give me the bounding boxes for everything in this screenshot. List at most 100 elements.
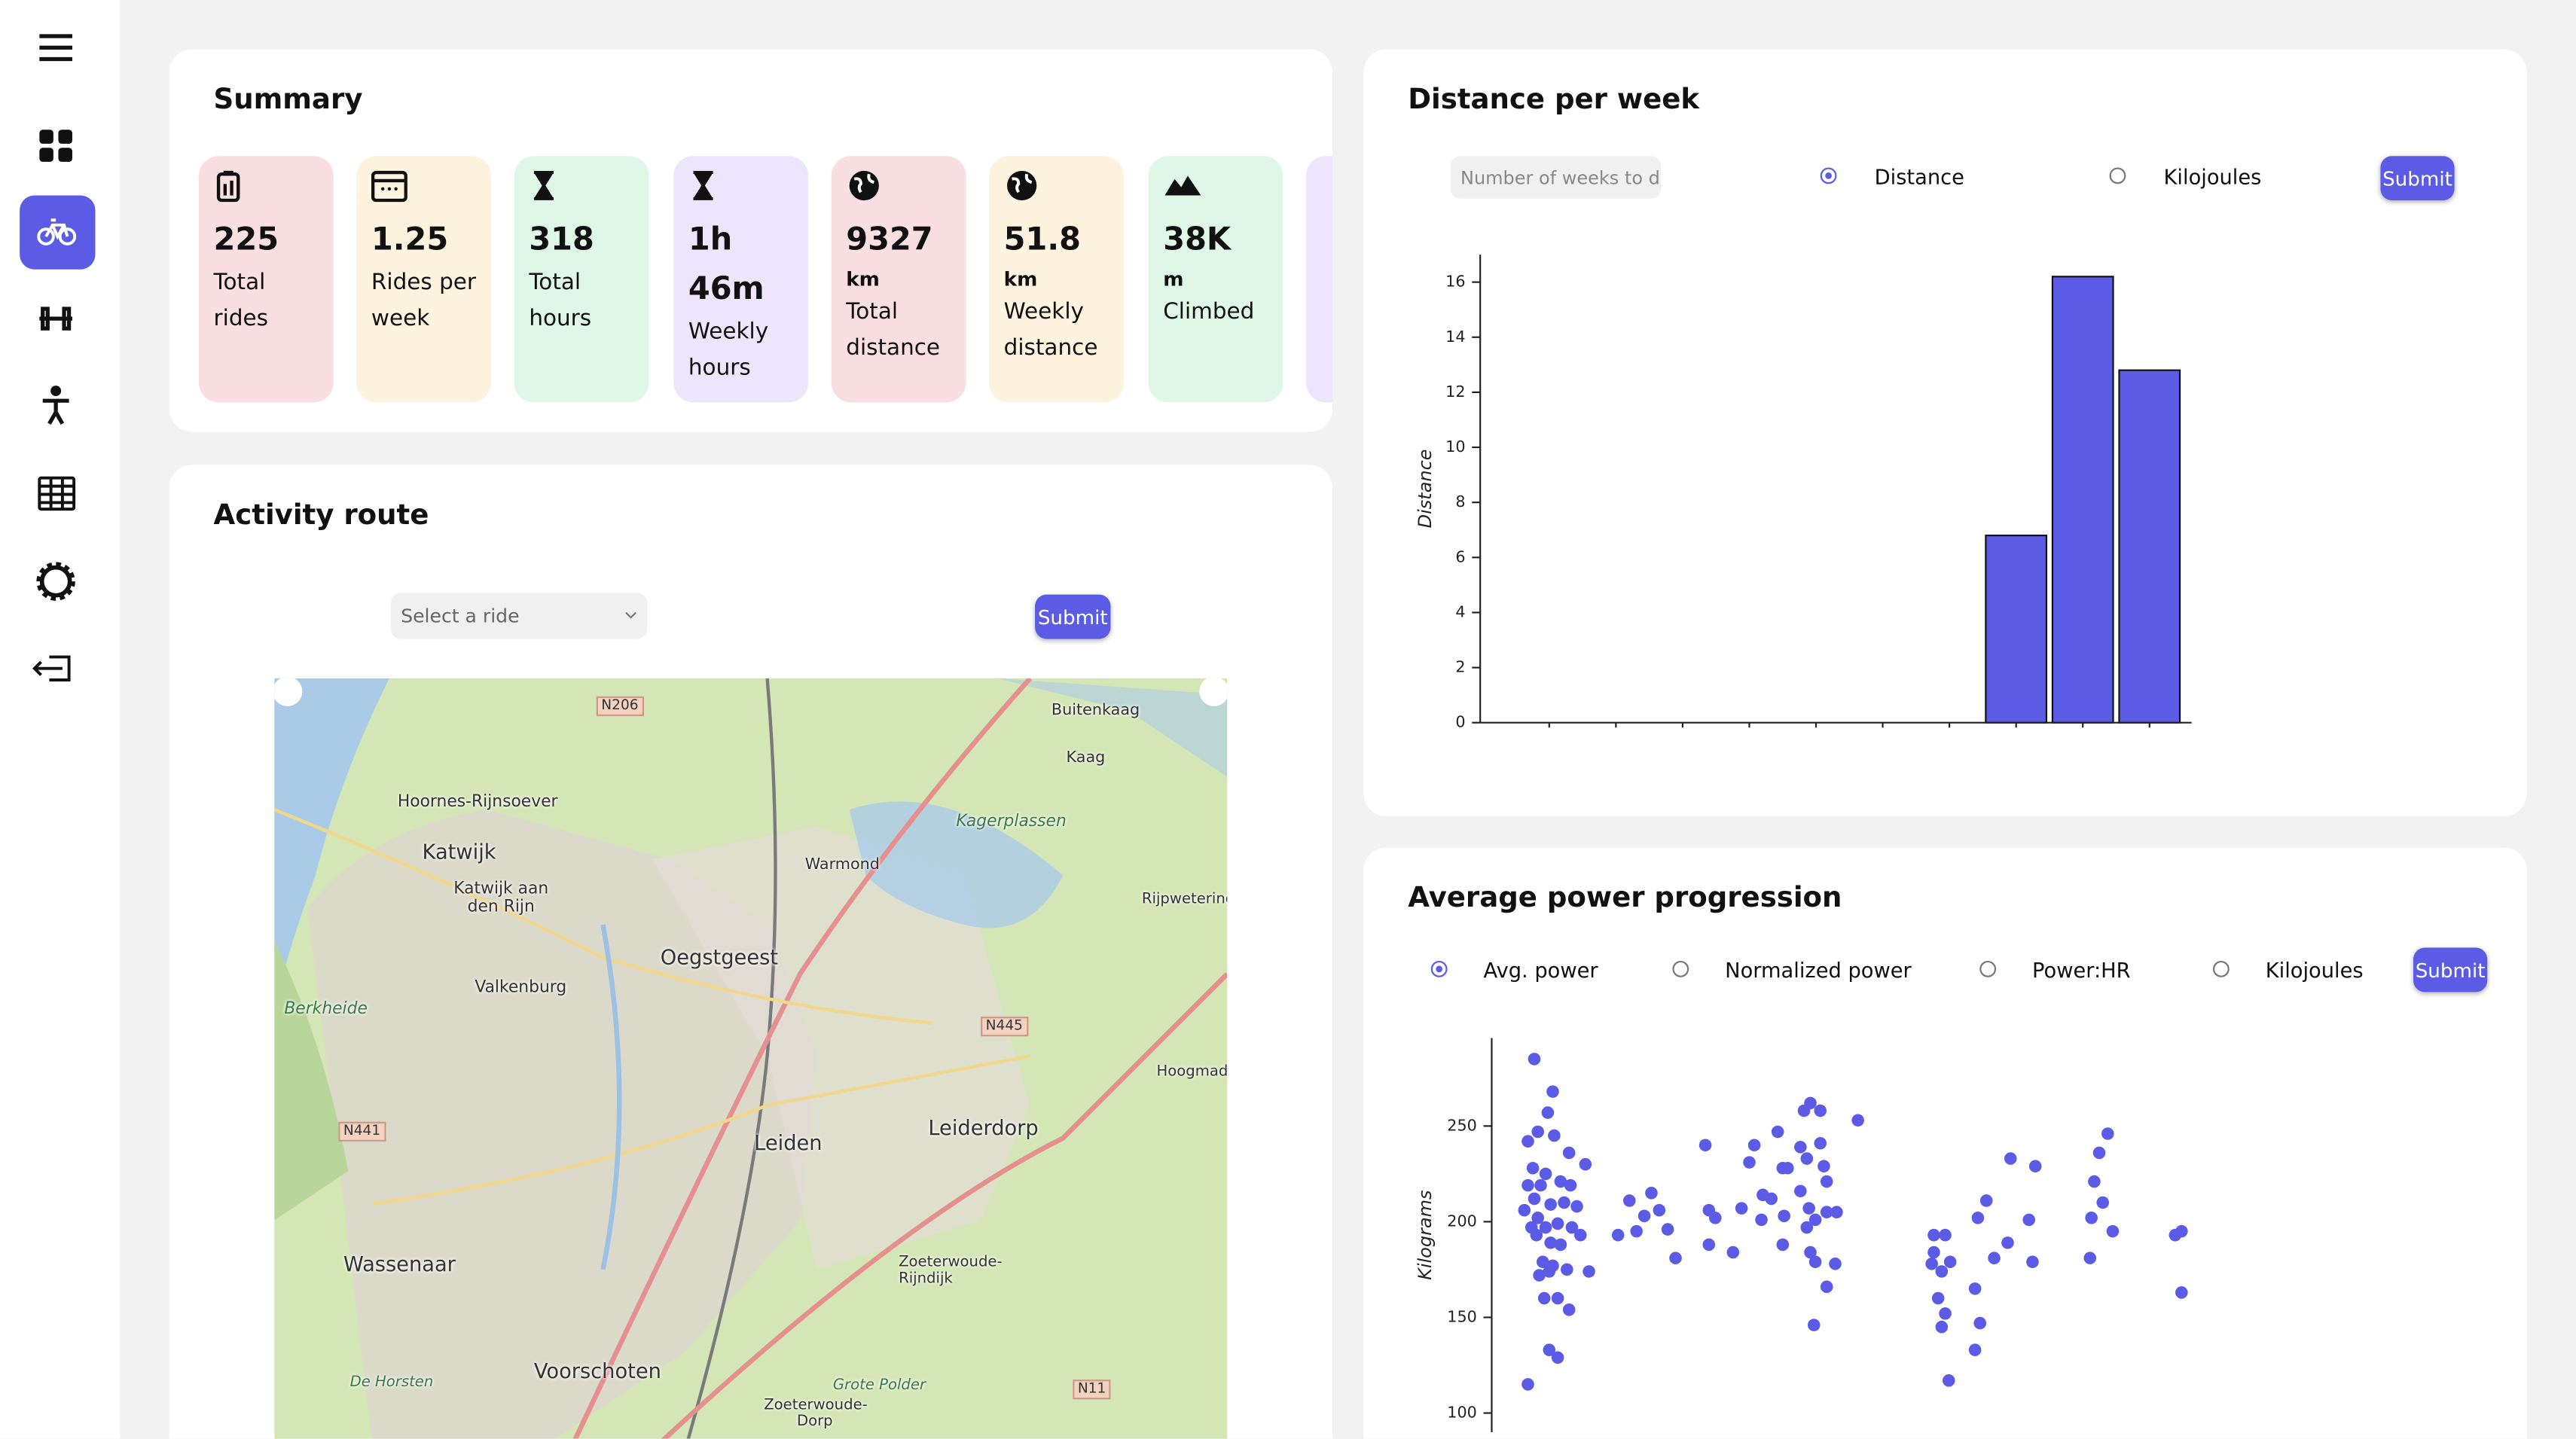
map-label: Kagerplassen <box>956 812 1067 831</box>
map-label: Rijpwetering <box>1141 892 1228 909</box>
scatter-point <box>2001 1236 2014 1249</box>
tile-label: Total rides <box>213 269 268 332</box>
distance-title: Distance per week <box>1408 84 1700 117</box>
scatter-point <box>1528 1192 1541 1206</box>
scatter-point <box>1735 1202 1748 1215</box>
scatter-point <box>1518 1203 1531 1217</box>
scatter-point <box>1630 1224 1643 1238</box>
scatter-point <box>1808 1213 1822 1227</box>
scatter-point <box>2101 1127 2114 1140</box>
bar <box>2118 369 2181 724</box>
y-tick-label: 16 <box>1445 273 1465 291</box>
map-label: Leiderdorp <box>928 1114 1039 1140</box>
activity-icon[interactable] <box>42 386 69 425</box>
scatter-point <box>1800 1221 1814 1234</box>
scatter-point <box>1546 1085 1559 1098</box>
scatter-point <box>1699 1139 1712 1152</box>
map-label: Katwijk <box>422 839 496 864</box>
settings-icon[interactable] <box>36 562 75 601</box>
tile-value: 9327 <box>846 221 933 258</box>
y-tick-label: 8 <box>1455 492 1465 511</box>
logout-icon[interactable] <box>32 655 71 681</box>
scatter-point <box>1537 1291 1551 1305</box>
tile-label: Rides per week <box>371 269 477 332</box>
select-caret <box>625 611 636 619</box>
tile-icon <box>849 170 879 201</box>
scatter-point <box>1802 1202 1815 1215</box>
scatter-point <box>1541 1106 1555 1119</box>
scatter-point <box>1939 1307 1952 1320</box>
scatter-point <box>1794 1184 1807 1198</box>
scatter-point <box>1765 1192 1778 1206</box>
scatter-point <box>1800 1152 1814 1165</box>
rides-icon-active[interactable] <box>20 195 96 270</box>
map-label: Hoornes-Rijnsoever <box>397 793 558 812</box>
scatter-point <box>1534 1178 1547 1192</box>
scatter-point <box>1530 1228 1543 1242</box>
scatter-point <box>1570 1200 1583 1213</box>
scatter-point <box>1539 1167 1552 1181</box>
radio-button[interactable] <box>1820 167 1837 184</box>
map-label: Zoeterwoude-Dorp <box>764 1398 868 1431</box>
stat-tile: 51.8 km Weekly distance <box>989 156 1124 403</box>
scatter-point <box>1935 1320 1949 1334</box>
stat-tile: 1.25 Rides per week <box>356 156 492 403</box>
summary-title: Summary <box>213 84 363 117</box>
scatter-point <box>1583 1265 1595 1278</box>
radio-label: Normalized power <box>1725 957 1912 983</box>
scatter-point <box>1548 1129 1561 1142</box>
route-submit[interactable]: Submit <box>1035 594 1111 639</box>
scatter-point <box>2175 1286 2188 1299</box>
scatter-point <box>1611 1228 1625 1242</box>
map-label: Katwijk aan den Rijn <box>453 880 549 917</box>
scatter-point <box>1708 1212 1722 1224</box>
map-label: Zoeterwoude-Rijndijk <box>899 1255 1003 1288</box>
radio-button[interactable] <box>2212 960 2230 977</box>
scatter-point <box>1820 1206 1833 1218</box>
bike-icon <box>37 218 77 245</box>
ride-select[interactable]: Select a ride <box>391 593 648 639</box>
scatter-point <box>1968 1343 1982 1356</box>
radio-button[interactable] <box>1672 960 1689 977</box>
table-icon[interactable] <box>38 476 76 511</box>
scatter-point <box>1818 1160 1830 1173</box>
radio-button[interactable] <box>1979 960 1997 977</box>
scatter-point <box>1544 1236 1557 1249</box>
stat-tile: 318 Total hours <box>514 156 649 403</box>
scatter-point <box>1927 1245 1940 1259</box>
scatter-point <box>2088 1175 2101 1188</box>
scatter-point <box>1814 1136 1827 1150</box>
radio-button[interactable] <box>1430 960 1448 977</box>
weeks-input[interactable]: Number of weeks to dis <box>1450 156 1662 199</box>
scatter-point <box>1942 1374 1955 1387</box>
strength-icon[interactable] <box>39 306 72 331</box>
tile-label: Total hours <box>529 269 592 332</box>
tile-label: Climbed <box>1163 298 1255 325</box>
scatter-point <box>1564 1178 1577 1192</box>
tile-value: 38K <box>1163 221 1232 258</box>
scatter-point <box>1543 1265 1556 1278</box>
radio-button[interactable] <box>2109 167 2126 184</box>
y-tick-label: 6 <box>1455 547 1465 566</box>
y-tick-label: 200 <box>1447 1212 1477 1230</box>
bar <box>2051 276 2114 724</box>
scatter-point <box>1988 1252 2001 1264</box>
y-axis-label: Kilograms <box>1415 1191 1436 1280</box>
tile-label: Weekly hours <box>688 319 769 382</box>
menu-icon[interactable] <box>39 34 72 62</box>
tile-icon <box>693 171 713 200</box>
scatter-point <box>2028 1160 2042 1173</box>
scatter-point <box>1931 1291 1945 1305</box>
scatter-point <box>1971 1212 1985 1224</box>
power-submit[interactable]: Submit <box>2413 947 2488 992</box>
distance-submit[interactable]: Submit <box>2380 156 2455 201</box>
tile-icon <box>1164 175 1201 196</box>
scatter-point <box>2092 1146 2106 1160</box>
tile-value: 51.8 <box>1003 221 1081 258</box>
scatter-point <box>1851 1114 1864 1127</box>
bar <box>1985 534 2048 724</box>
scatter-point <box>1807 1319 1821 1331</box>
dashboard-icon[interactable] <box>39 130 72 162</box>
y-tick-label: 250 <box>1447 1116 1477 1134</box>
